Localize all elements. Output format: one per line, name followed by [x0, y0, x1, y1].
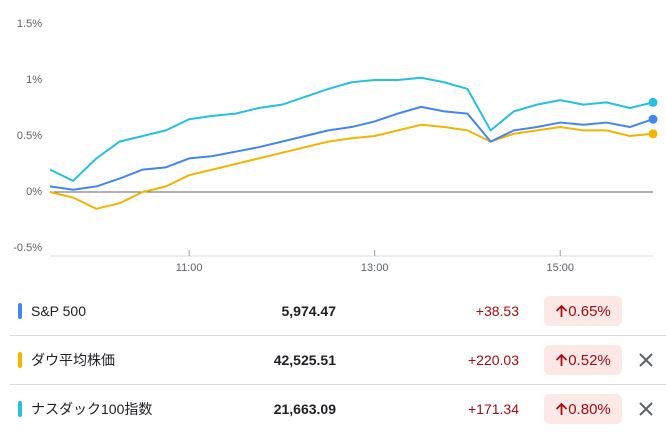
y-tick-label: 0.5%	[17, 130, 42, 142]
index-name: ダウ平均株価	[31, 352, 115, 368]
up-arrow	[556, 304, 568, 317]
x-tick-label: 11:00	[176, 262, 203, 274]
series-line	[49, 123, 654, 210]
end-dot	[648, 114, 658, 124]
chart: -0.5% 0% 0.5% 1% 1.5% 11:00 13:00 15:00	[13, 18, 658, 274]
remove-button[interactable]	[637, 400, 655, 418]
percent: 0.65%	[568, 302, 611, 320]
price: 21,663.09	[273, 401, 336, 417]
percent-badge: 0.80%	[544, 394, 622, 424]
quote-row[interactable]: S&P 500 5,974.47 +38.53 0.65%	[0, 287, 666, 335]
y-tick-label: 1.5%	[17, 18, 42, 30]
y-tick-label: 0%	[26, 186, 42, 198]
series-line	[49, 76, 654, 182]
row-separator	[10, 335, 666, 336]
end-dot	[648, 97, 658, 107]
x-tick-label: 15:00	[546, 262, 574, 274]
index-name: S&P 500	[31, 303, 87, 319]
change: +171.34	[468, 401, 519, 417]
percent-badge: 0.52%	[544, 345, 622, 375]
series-color	[18, 352, 22, 368]
percent: 0.52%	[568, 351, 611, 369]
up-arrow	[556, 353, 568, 366]
percent: 0.80%	[568, 400, 611, 418]
price: 42,525.51	[273, 352, 336, 368]
change: +38.53	[475, 303, 519, 319]
series-color	[18, 401, 22, 417]
end-dot	[648, 129, 658, 139]
row-separator	[10, 384, 666, 385]
price: 5,974.47	[281, 303, 337, 319]
up-arrow	[556, 402, 568, 415]
quote-row[interactable]: ダウ平均株価 42,525.51 +220.03 0.52%	[0, 336, 666, 384]
close-icon	[639, 353, 653, 367]
index-name: ナスダック100指数	[31, 401, 153, 417]
series-color	[18, 303, 22, 319]
close-icon	[639, 402, 653, 416]
y-tick-label: 1%	[26, 74, 42, 86]
percent-badge: 0.65%	[544, 296, 622, 326]
remove-button[interactable]	[637, 351, 655, 369]
x-tick-label: 13:00	[361, 262, 389, 274]
change: +220.03	[468, 352, 519, 368]
y-tick-label: -0.5%	[13, 242, 42, 254]
quote-row[interactable]: ナスダック100指数 21,663.09 +171.34 0.80%	[0, 385, 666, 433]
series-line	[49, 105, 654, 191]
